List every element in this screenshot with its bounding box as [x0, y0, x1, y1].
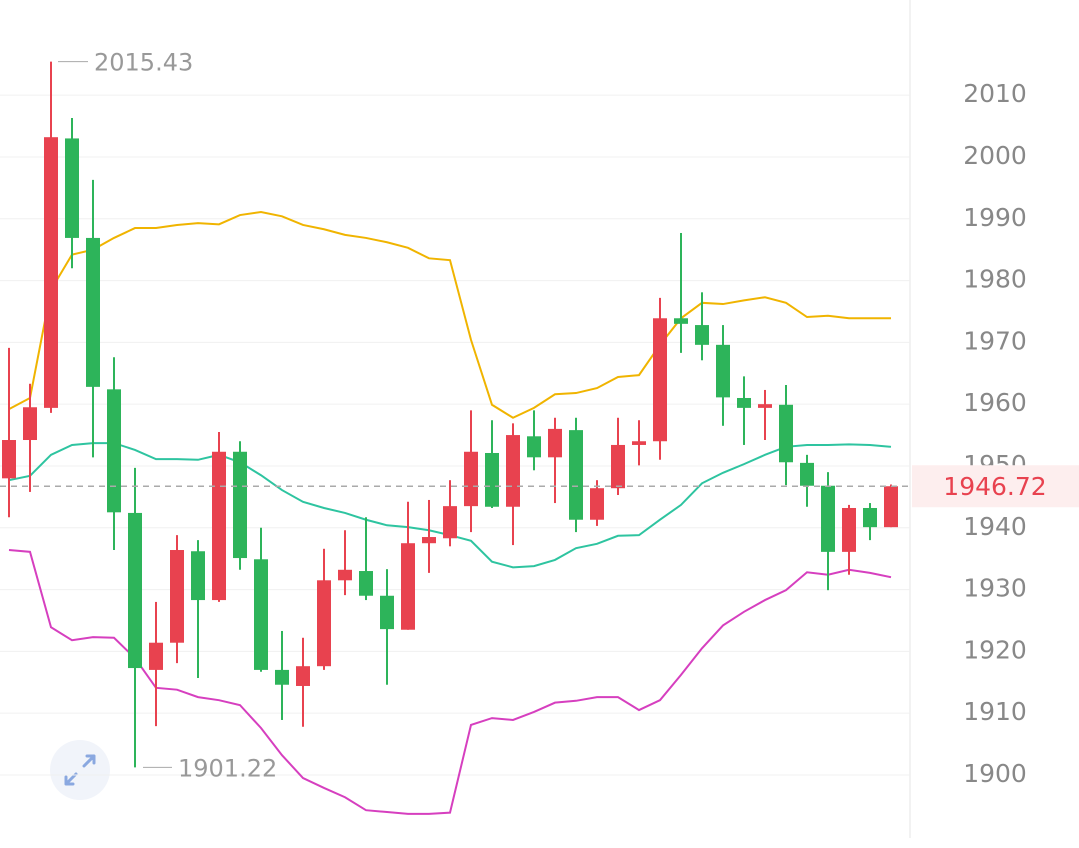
last-price-tag	[912, 465, 1079, 508]
candle-body	[527, 436, 541, 458]
candle-body	[884, 486, 898, 528]
y-tick-label: 1900	[963, 759, 1027, 788]
candle-body	[107, 389, 121, 513]
band-line	[8, 210, 891, 419]
candle-body	[632, 441, 646, 445]
candle-body	[44, 137, 58, 408]
candle-body	[569, 430, 583, 520]
candle-body	[254, 559, 268, 670]
candle-body	[821, 485, 835, 552]
candle-body	[317, 580, 331, 667]
candle-body	[863, 507, 877, 528]
candle-body	[842, 507, 856, 552]
y-tick-label: 1990	[963, 203, 1027, 232]
candle-body	[86, 237, 100, 387]
y-tick-label: 1970	[963, 326, 1027, 355]
candle-body	[695, 325, 709, 345]
candle-body	[359, 571, 373, 596]
candle-body	[212, 451, 226, 601]
candle-body	[674, 318, 688, 324]
candle-body	[380, 595, 394, 630]
expand-button[interactable]	[50, 740, 110, 800]
candle-body	[590, 488, 604, 520]
candle-body	[758, 404, 772, 408]
candle-body	[422, 537, 436, 544]
candle-body	[737, 397, 751, 408]
y-tick-label: 1980	[963, 265, 1027, 294]
y-tick-label: 1920	[963, 635, 1027, 664]
high-label: 2015.43	[94, 49, 193, 77]
candle-body	[296, 666, 310, 686]
candle-body	[2, 440, 16, 479]
candle-body	[653, 318, 667, 442]
y-tick-label: 1940	[963, 512, 1027, 541]
candle-body	[65, 138, 79, 238]
low-label: 1901.22	[178, 754, 277, 782]
candle-body	[800, 462, 814, 486]
y-tick-label: 1910	[963, 697, 1027, 726]
expand-icon	[64, 754, 96, 786]
last-price-label: 1946.72	[943, 472, 1046, 501]
candle-body	[485, 452, 499, 507]
candle-body	[506, 435, 520, 507]
candle-body	[779, 404, 793, 463]
candle-body	[401, 543, 415, 630]
candle-body	[443, 506, 457, 539]
candle-body	[611, 444, 625, 489]
candle-body	[191, 551, 205, 601]
candle-body	[548, 428, 562, 458]
candle-body	[464, 451, 478, 507]
candle-body	[128, 512, 142, 669]
y-tick-label: 2010	[963, 79, 1027, 108]
candle-body	[275, 669, 289, 685]
candle-body	[23, 407, 37, 441]
candle-body	[149, 642, 163, 670]
candle-body	[716, 344, 730, 398]
candle-body	[233, 451, 247, 559]
y-tick-label: 1930	[963, 574, 1027, 603]
candle-body	[338, 569, 352, 581]
candle-body	[170, 550, 184, 643]
y-tick-label: 1960	[963, 388, 1027, 417]
y-tick-label: 2000	[963, 141, 1027, 170]
